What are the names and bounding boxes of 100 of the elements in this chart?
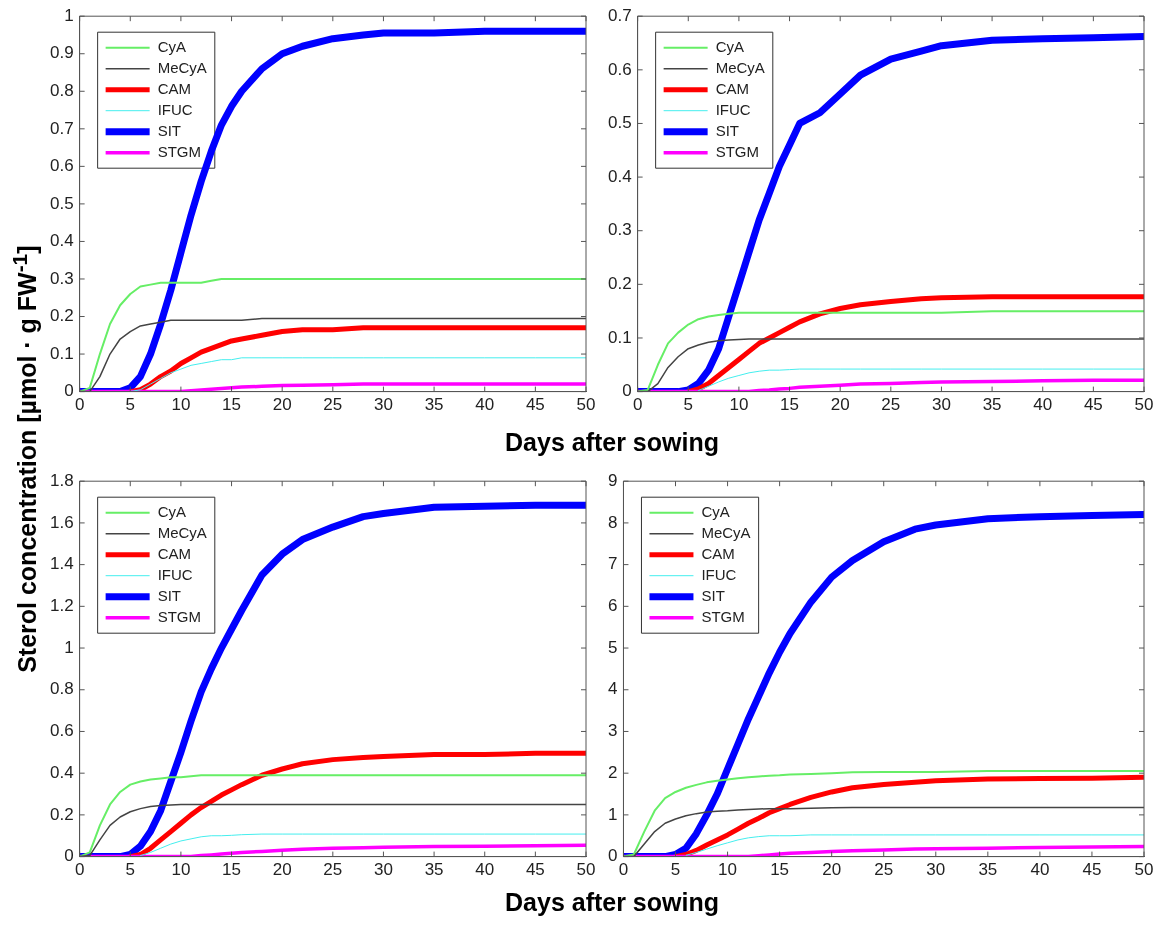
legend-label: MeCyA: [157, 58, 207, 76]
x-tick-label: 45: [525, 395, 545, 415]
y-tick-label: 1.2: [49, 596, 74, 616]
legend-label: CAM: [715, 79, 749, 97]
x-tick-label: 35: [424, 860, 444, 880]
x-tick-label: 30: [931, 395, 951, 415]
y-tick-label: 3: [607, 721, 618, 741]
legend-label: MeCyA: [701, 523, 751, 541]
legend-label: CyA: [715, 37, 744, 55]
x-tick-label: 5: [125, 395, 135, 415]
legend-label: SIT: [157, 586, 181, 604]
y-tick-label: 0: [622, 381, 632, 401]
x-tick-label: 15: [780, 395, 799, 415]
x-tick-label: 10: [718, 860, 738, 880]
x-tick-label: 50: [1134, 860, 1154, 880]
x-tick-label: 35: [982, 395, 1002, 415]
x-tick-label: 5: [670, 860, 681, 880]
y-tick-label: 0.7: [607, 5, 632, 25]
x-tick-label: 10: [171, 860, 191, 880]
x-tick-label: 45: [1082, 860, 1102, 880]
x-tick-label: 30: [373, 395, 393, 415]
y-tick-label: 1: [64, 5, 74, 25]
y-tick-label: 0.3: [49, 268, 74, 288]
legend-label: IFUC: [715, 100, 751, 118]
y-tick-label: 8: [607, 512, 618, 532]
y-tick-label: 0.7: [49, 118, 74, 138]
x-tick-label: 35: [978, 860, 998, 880]
y-tick-label: 7: [607, 554, 618, 574]
y-tick-label: 0: [64, 381, 74, 401]
y-tick-label: 1: [64, 637, 74, 657]
x-tick-label: 15: [222, 395, 241, 415]
x-tick-label: 35: [424, 395, 444, 415]
legend-label: CAM: [157, 79, 191, 97]
x-tick-label: 25: [874, 860, 894, 880]
x-tick-label: 5: [125, 860, 135, 880]
x-tick-label: 25: [881, 395, 901, 415]
x-tick-label: 15: [222, 860, 241, 880]
x-tick-label: 20: [272, 395, 292, 415]
legend-label: IFUC: [157, 565, 193, 583]
x-tick-label: 45: [525, 860, 545, 880]
x-tick-label: 40: [475, 395, 495, 415]
y-tick-label: 0.9: [49, 43, 74, 63]
x-tick-label: 40: [1030, 860, 1050, 880]
y-tick-label: 1: [607, 804, 618, 824]
x-tick-label: 50: [1134, 395, 1154, 415]
y-tick-label: 0.6: [49, 156, 74, 176]
x-tick-label: 20: [830, 395, 850, 415]
y-tick-label: 0.4: [607, 166, 632, 186]
y-tick-label: 0.4: [49, 762, 74, 782]
y-tick-label: 5: [607, 637, 618, 657]
y-tick-label: 0.1: [607, 327, 632, 347]
x-tick-label: 25: [323, 395, 343, 415]
y-tick-label: 2: [607, 762, 618, 782]
x-tick-label: 10: [171, 395, 191, 415]
y-tick-label: 0.8: [49, 679, 74, 699]
y-tick-label: 1.8: [49, 470, 74, 490]
x-tick-label: 15: [770, 860, 790, 880]
x-tick-label: 50: [576, 860, 596, 880]
legend-label: MeCyA: [157, 523, 207, 541]
y-tick-label: 0: [607, 846, 618, 866]
y-tick-label: 1.6: [49, 512, 74, 532]
x-tick-label: 20: [272, 860, 292, 880]
x-axis-title: Days after sowing: [504, 888, 720, 917]
legend-label: SIT: [715, 121, 739, 139]
x-tick-label: 10: [729, 395, 749, 415]
x-tick-label: 50: [576, 395, 596, 415]
y-tick-label: 4: [607, 679, 618, 699]
y-tick-label: 0.6: [49, 721, 74, 741]
x-tick-label: 5: [683, 395, 693, 415]
legend-label: CyA: [157, 37, 186, 55]
x-tick-label: 40: [1033, 395, 1053, 415]
legend-label: CyA: [701, 502, 730, 520]
legend-label: STGM: [701, 607, 745, 625]
y-tick-label: 0.5: [607, 113, 632, 133]
y-tick-label: 0.2: [49, 306, 74, 326]
x-tick-label: 25: [323, 860, 343, 880]
y-tick-label: 0.2: [607, 274, 632, 294]
y-tick-label: 0.2: [49, 804, 74, 824]
y-tick-label: 1.4: [49, 554, 74, 574]
legend-label: STGM: [157, 142, 201, 160]
legend-label: STGM: [715, 142, 759, 160]
x-axis-title: Days after sowing: [504, 428, 720, 457]
y-tick-label: 6: [607, 596, 618, 616]
x-tick-label: 45: [1083, 395, 1103, 415]
y-tick-label: 0.1: [49, 343, 74, 363]
legend-label: IFUC: [157, 100, 193, 118]
y-tick-label: 0.5: [49, 193, 74, 213]
legend-label: SIT: [701, 586, 725, 604]
legend-label: IFUC: [701, 565, 737, 583]
x-tick-label: 30: [373, 860, 393, 880]
y-tick-label: 0.6: [607, 59, 632, 79]
y-tick-label: 9: [607, 470, 618, 490]
y-tick-label: 0.8: [49, 80, 74, 100]
x-tick-label: 20: [822, 860, 842, 880]
legend-label: MeCyA: [715, 58, 765, 76]
legend-label: CAM: [701, 544, 735, 562]
legend-label: SIT: [157, 121, 181, 139]
y-tick-label: 0.3: [607, 220, 632, 240]
x-tick-label: 40: [475, 860, 495, 880]
y-tick-label: 0: [64, 846, 74, 866]
